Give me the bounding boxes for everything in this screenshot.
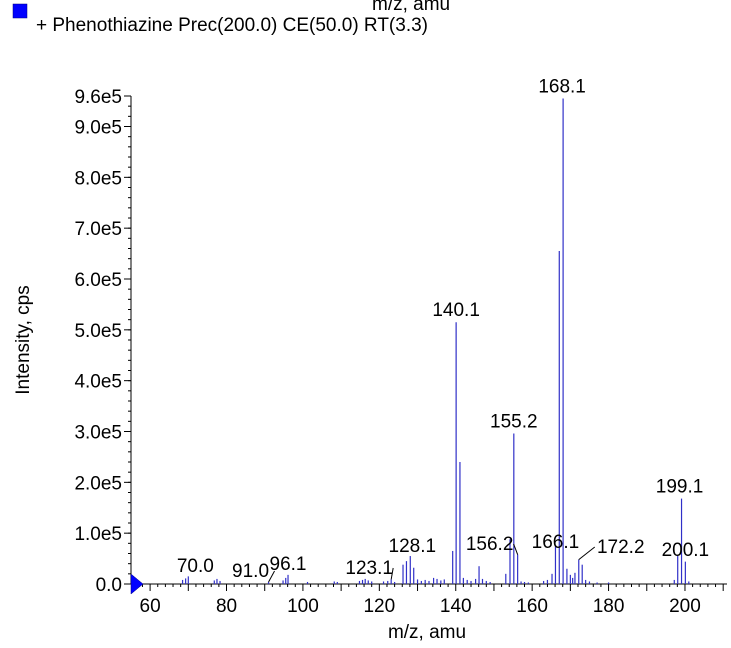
legend-marker: [12, 3, 28, 19]
peak-label: 200.1: [662, 540, 710, 561]
peak-label: 156.2: [466, 534, 514, 555]
peak-series: [181, 98, 690, 584]
x-axis-label: m/z, amu: [388, 622, 466, 643]
peak-annotations: 168.1 140.1 155.2 199.1 166.1 156.2 128.1 172.2…: [177, 77, 710, 583]
axes: 0.0 1.0e5 2.0e5 3.0e5 4.0e5 5.0e5 6.0e5 7.0e5 8.…: [74, 87, 727, 617]
y-axis-label: Intensity, cps: [13, 285, 34, 394]
peak-label-leader: [268, 570, 275, 583]
x-tick-label: 180: [593, 596, 625, 617]
peak-label: 96.1: [270, 554, 307, 575]
x-tick-label: 60: [140, 596, 161, 617]
peak-label-leader: [513, 543, 519, 555]
y-tick-label: 9.6e5: [74, 87, 122, 108]
peak-label: 166.1: [532, 532, 580, 553]
y-tick-label: 9.0e5: [74, 118, 122, 139]
x-tick-label: 80: [216, 596, 237, 617]
y-tick-label: 8.0e5: [74, 168, 122, 189]
y-tick-label: 6.0e5: [74, 270, 122, 291]
y-tick-label: 5.0e5: [74, 321, 122, 342]
legend-label: + Phenothiazine Prec(200.0) CE(50.0) RT(…: [36, 15, 428, 36]
peak-label: 168.1: [538, 77, 586, 98]
peak-label: 70.0: [177, 556, 214, 577]
peak-label: 199.1: [656, 477, 704, 498]
baseline-marker[interactable]: [130, 573, 144, 595]
peak-label-leader: [578, 546, 596, 560]
x-tick-label: 100: [287, 596, 319, 617]
peak-label: 91.0: [232, 561, 269, 582]
y-tick-label: 2.0e5: [74, 473, 122, 494]
cut-title-text: m/z, amu: [372, 0, 450, 15]
y-tick-label: 1.0e5: [74, 524, 122, 545]
y-tick-label: 3.0e5: [74, 423, 122, 444]
peak-label: 123.1: [345, 558, 393, 579]
x-tick-label: 120: [363, 596, 395, 617]
baseline-cursor[interactable]: [130, 573, 144, 595]
y-tick-label: 4.0e5: [74, 372, 122, 393]
y-tick-label: 0.0: [96, 575, 122, 596]
peak-label-leader: [390, 567, 394, 580]
peak-label: 155.2: [490, 412, 538, 433]
x-tick-label: 200: [669, 596, 701, 617]
y-tick-label: 7.0e5: [74, 219, 122, 240]
peak-label: 140.1: [432, 300, 480, 321]
peak-label: 128.1: [389, 536, 437, 557]
x-tick-label: 140: [440, 596, 472, 617]
peak-label: 172.2: [597, 537, 645, 558]
x-tick-label: 160: [516, 596, 548, 617]
